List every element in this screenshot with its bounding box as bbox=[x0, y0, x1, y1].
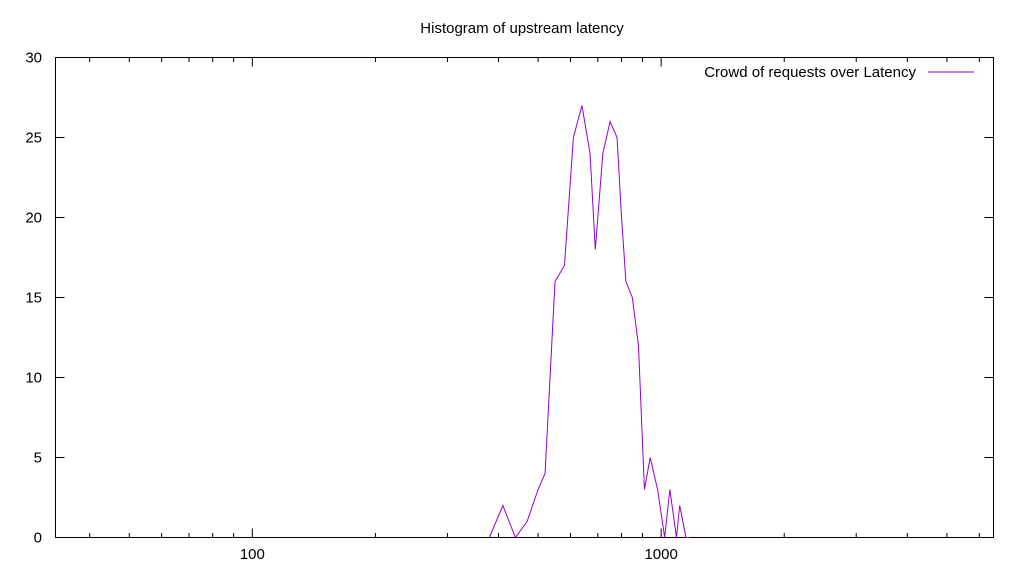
y-tick-label: 30 bbox=[25, 50, 42, 67]
y-axis-ticks: 0 5 10 15 20 25 30 bbox=[25, 50, 994, 547]
legend: Crowd of requests over Latency bbox=[704, 64, 974, 81]
y-tick-label: 15 bbox=[25, 290, 42, 307]
x-tick-label: 100 bbox=[240, 546, 265, 563]
series-line bbox=[488, 105, 691, 539]
y-tick-label: 0 bbox=[34, 530, 42, 547]
series-layer bbox=[488, 105, 691, 539]
plot-frame bbox=[55, 57, 994, 538]
x-axis-ticks: 100 1000 bbox=[89, 57, 980, 563]
legend-entry-label: Crowd of requests over Latency bbox=[704, 64, 916, 81]
x-tick-label: 1000 bbox=[644, 546, 677, 563]
y-tick-label: 25 bbox=[25, 130, 42, 147]
y-tick-label: 20 bbox=[25, 210, 42, 227]
y-tick-label: 5 bbox=[34, 450, 42, 467]
y-tick-label: 10 bbox=[25, 370, 42, 387]
chart-title: Histogram of upstream latency bbox=[420, 20, 624, 37]
